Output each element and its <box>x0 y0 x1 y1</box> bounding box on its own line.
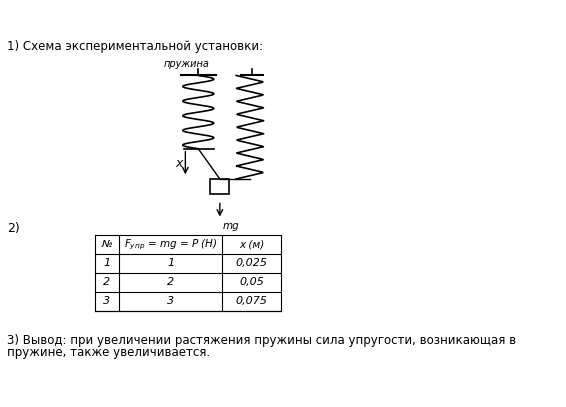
Text: 3) Вывод: при увеличении растяжения пружины сила упругости, возникающая в: 3) Вывод: при увеличении растяжения пруж… <box>7 334 516 347</box>
Text: пружина: пружина <box>164 59 209 70</box>
Text: $F_{упр}$ = mg = P (Н): $F_{упр}$ = mg = P (Н) <box>124 237 217 252</box>
Text: 1) Схема экспериментальной установки:: 1) Схема экспериментальной установки: <box>7 40 263 53</box>
Text: 0,05: 0,05 <box>239 278 264 287</box>
Text: 3: 3 <box>104 296 110 306</box>
Text: 0,075: 0,075 <box>235 296 268 306</box>
Text: 2: 2 <box>104 278 110 287</box>
Text: №: № <box>101 239 112 249</box>
Text: x: x <box>175 158 182 171</box>
Text: 2): 2) <box>7 222 20 235</box>
Text: 3: 3 <box>167 296 174 306</box>
Text: 1: 1 <box>167 258 174 268</box>
Text: 0,025: 0,025 <box>235 258 268 268</box>
Text: mg: mg <box>222 221 239 231</box>
Text: 2: 2 <box>167 278 174 287</box>
Text: пружине, также увеличивается.: пружине, также увеличивается. <box>7 346 210 359</box>
Text: 1: 1 <box>104 258 110 268</box>
Text: x (м): x (м) <box>239 239 264 249</box>
Bar <box>211 179 229 195</box>
